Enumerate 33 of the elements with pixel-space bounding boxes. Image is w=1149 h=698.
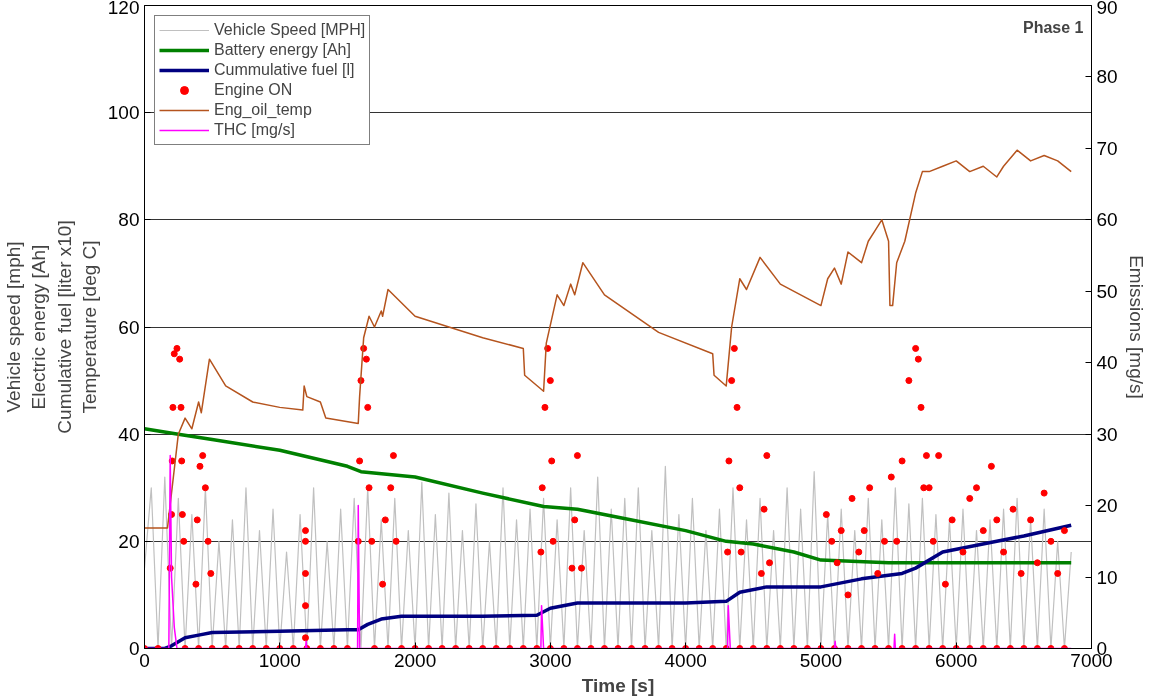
y2-tick-label: 60 xyxy=(1096,209,1118,231)
y-axis-title: Vehicle speed [mph] Electric energy [Ah] Cumulative fuel [liter x10] Temperature [deg C] xyxy=(3,220,100,434)
x-tick-label: 5000 xyxy=(799,649,843,671)
y2-tick-label: 90 xyxy=(1096,0,1118,18)
y2-axis-title: Emissions [mg/s] xyxy=(1125,255,1147,399)
legend-label: Battery energy [Ah] xyxy=(214,41,351,59)
y2-tick-label: 80 xyxy=(1096,66,1118,88)
x-tick-label: 1000 xyxy=(258,649,301,671)
y2-tick-label: 10 xyxy=(1096,566,1118,588)
legend-label: Cummulative fuel [l] xyxy=(214,61,355,79)
x-tick-label: 6000 xyxy=(935,649,978,671)
x-tick-label: 2000 xyxy=(393,649,437,671)
y-tick-label: 60 xyxy=(118,316,140,338)
y-tick-label: 100 xyxy=(107,102,140,124)
y2-tick-label: 30 xyxy=(1096,423,1118,445)
legend-label: THC [mg/s] xyxy=(214,121,295,139)
legend-label: Eng_oil_temp xyxy=(214,101,312,119)
annotation: Phase 1 xyxy=(1023,18,1084,36)
y2-tick-label: 20 xyxy=(1096,495,1118,517)
line-series xyxy=(144,427,1073,565)
x-axis-title: Time [s] xyxy=(581,674,655,696)
y-tick-label: 40 xyxy=(118,423,140,445)
y2-tick-label: 40 xyxy=(1096,352,1118,374)
x-tick-label: 4000 xyxy=(664,649,707,671)
legend-label: Vehicle Speed [MPH] xyxy=(214,21,366,39)
legend-label: Engine ON xyxy=(214,81,293,99)
y-tick-label: 20 xyxy=(118,530,140,552)
y-tick-label: 120 xyxy=(107,0,140,18)
y2-tick-label: 70 xyxy=(1096,137,1118,159)
y2-tick-label: 50 xyxy=(1096,280,1118,302)
y-tick-label: 80 xyxy=(118,209,140,231)
line-series xyxy=(144,149,1072,529)
x-tick-label: 3000 xyxy=(529,649,572,671)
